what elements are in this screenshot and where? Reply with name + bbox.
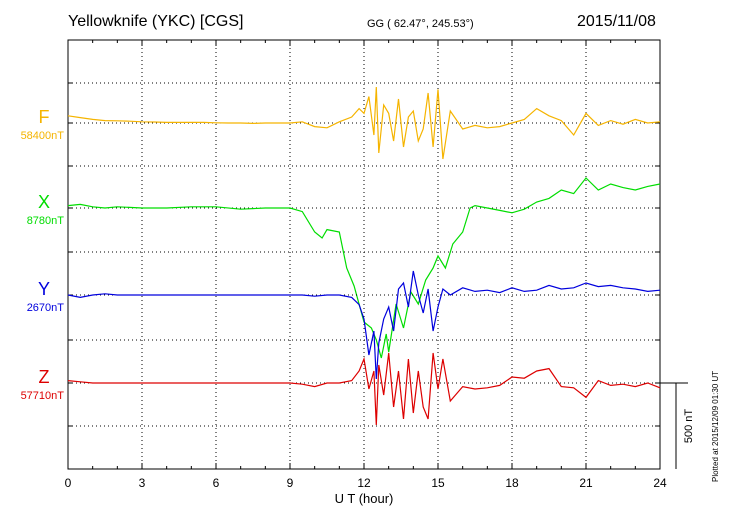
x-axis-label: U T (hour) bbox=[335, 491, 394, 506]
series-line-z bbox=[67, 352, 661, 426]
series-baseline-label: 57710nT bbox=[21, 390, 65, 402]
x-tick-label: 18 bbox=[505, 476, 519, 490]
x-tick-label: 6 bbox=[213, 476, 220, 490]
series-name-x: X bbox=[38, 192, 50, 212]
station-coordinates: GG ( 62.47°, 245.53°) bbox=[367, 18, 474, 30]
chart-date: 2015/11/08 bbox=[577, 13, 656, 30]
series-line-f bbox=[67, 86, 661, 160]
x-tick-label: 12 bbox=[357, 476, 371, 490]
series-name-z: Z bbox=[39, 367, 50, 387]
chart-title: Yellowknife (YKC) [CGS] bbox=[68, 13, 244, 30]
x-tick-label: 9 bbox=[287, 476, 294, 490]
x-tick-label: 24 bbox=[653, 476, 667, 490]
series-baseline-label: 8780nT bbox=[27, 215, 65, 227]
x-tick-label: 0 bbox=[65, 476, 72, 490]
x-tick-label: 3 bbox=[139, 476, 146, 490]
series-name-y: Y bbox=[38, 279, 50, 299]
scale-bar-label: 500 nT bbox=[683, 409, 695, 444]
series-name-f: F bbox=[39, 107, 50, 127]
series-baseline-label: 58400nT bbox=[21, 130, 65, 142]
x-tick-label: 21 bbox=[579, 476, 593, 490]
x-tick-label: 15 bbox=[431, 476, 445, 490]
series-baseline-label: 2670nT bbox=[27, 302, 65, 314]
series-line-x bbox=[67, 177, 661, 359]
series-line-y bbox=[67, 270, 661, 380]
